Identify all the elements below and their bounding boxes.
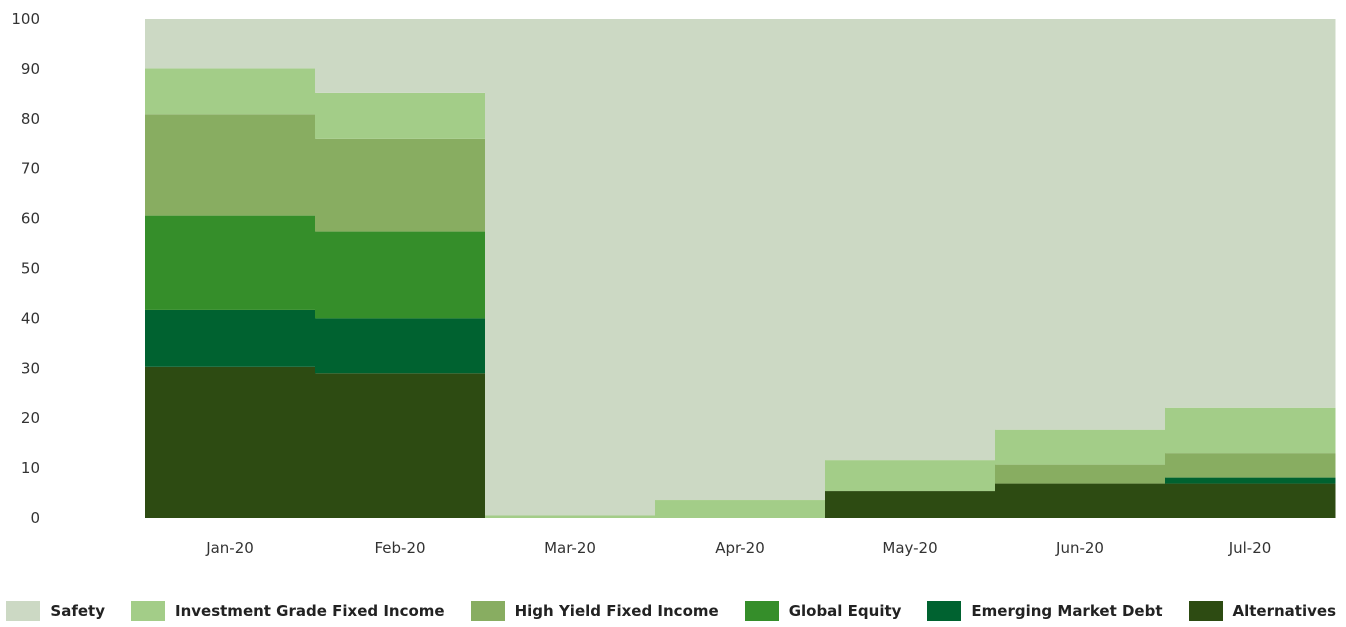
bar-segment xyxy=(485,515,656,518)
x-tick-label: Jan-20 xyxy=(205,539,254,557)
legend-item: Safety xyxy=(6,601,105,621)
y-tick-label: 10 xyxy=(21,459,40,477)
bar-segment xyxy=(995,429,1166,465)
bar-segment xyxy=(655,500,826,518)
legend-label: Alternatives xyxy=(1232,602,1336,620)
bar-segment xyxy=(825,19,996,461)
bar-segment xyxy=(315,138,486,232)
x-tick-label: Apr-20 xyxy=(715,539,765,557)
y-axis-ticks: 0 10 20 30 40 50 60 70 80 90 100 xyxy=(11,10,40,527)
bar-segment xyxy=(315,373,486,518)
bar-segment xyxy=(315,92,486,139)
y-tick-label: 80 xyxy=(21,110,40,128)
x-tick-label: Feb-20 xyxy=(374,539,425,557)
bar-segment xyxy=(145,366,316,518)
legend-item: Investment Grade Fixed Income xyxy=(131,601,445,621)
bar-segment xyxy=(145,19,316,69)
legend: Safety Investment Grade Fixed Income High … xyxy=(0,596,1346,626)
y-tick-label: 40 xyxy=(21,309,40,327)
legend-label: High Yield Fixed Income xyxy=(514,602,719,620)
x-tick-label: Jul-20 xyxy=(1228,539,1272,557)
bar-segment xyxy=(1165,19,1336,408)
legend-swatch xyxy=(131,601,165,621)
bar-segment xyxy=(145,114,316,216)
legend-item: Alternatives xyxy=(1188,601,1336,621)
bar-segment xyxy=(1165,477,1336,484)
bar-segment xyxy=(655,19,826,501)
bar-segment xyxy=(145,68,316,115)
y-tick-label: 30 xyxy=(21,359,40,377)
x-axis-ticks: Jan-20 Feb-20 Mar-20 Apr-20 May-20 Jun-20 Jul-… xyxy=(205,539,1271,557)
y-tick-label: 0 xyxy=(30,509,40,527)
y-tick-label: 70 xyxy=(21,160,40,178)
y-tick-label: 100 xyxy=(11,10,40,28)
legend-swatch xyxy=(927,601,962,621)
bar-segment xyxy=(995,464,1166,484)
legend-item: Global Equity xyxy=(744,601,902,621)
legend-swatch xyxy=(6,601,41,621)
bar-segment xyxy=(1165,407,1336,454)
bar-segment xyxy=(995,19,1166,430)
bar-segment xyxy=(315,231,486,319)
legend-label: Emerging Market Debt xyxy=(971,602,1163,620)
x-tick-label: Mar-20 xyxy=(544,539,596,557)
bar-segment xyxy=(825,491,996,518)
bar-segment xyxy=(1165,483,1336,518)
bar-segment xyxy=(485,19,656,516)
bar-segment xyxy=(1165,453,1336,478)
legend-label: Safety xyxy=(50,602,105,620)
legend-item: Emerging Market Debt xyxy=(927,601,1163,621)
legend-swatch xyxy=(470,601,505,621)
bar-segment xyxy=(145,309,316,367)
y-tick-label: 90 xyxy=(21,60,40,78)
y-tick-label: 60 xyxy=(21,210,40,228)
legend-label: Investment Grade Fixed Income xyxy=(175,602,445,620)
x-tick-label: Jun-20 xyxy=(1055,539,1104,557)
bar-segment xyxy=(145,215,316,310)
stacked-bar-chart: 0 10 20 30 40 50 60 70 80 90 100 Jan-20 Feb-20 Mar-2… xyxy=(11,10,1336,557)
x-tick-label: May-20 xyxy=(882,539,937,557)
bar-segment xyxy=(315,318,486,374)
y-tick-label: 20 xyxy=(21,409,40,427)
legend-swatch xyxy=(1188,601,1223,621)
legend-label: Global Equity xyxy=(788,602,902,620)
legend-item: High Yield Fixed Income xyxy=(470,601,719,621)
bar-segment xyxy=(995,483,1166,518)
legend-swatch xyxy=(744,601,779,621)
y-tick-label: 50 xyxy=(21,260,40,278)
bar-segment xyxy=(315,19,486,93)
bar-segments xyxy=(145,19,1336,518)
bar-segment xyxy=(825,460,996,492)
